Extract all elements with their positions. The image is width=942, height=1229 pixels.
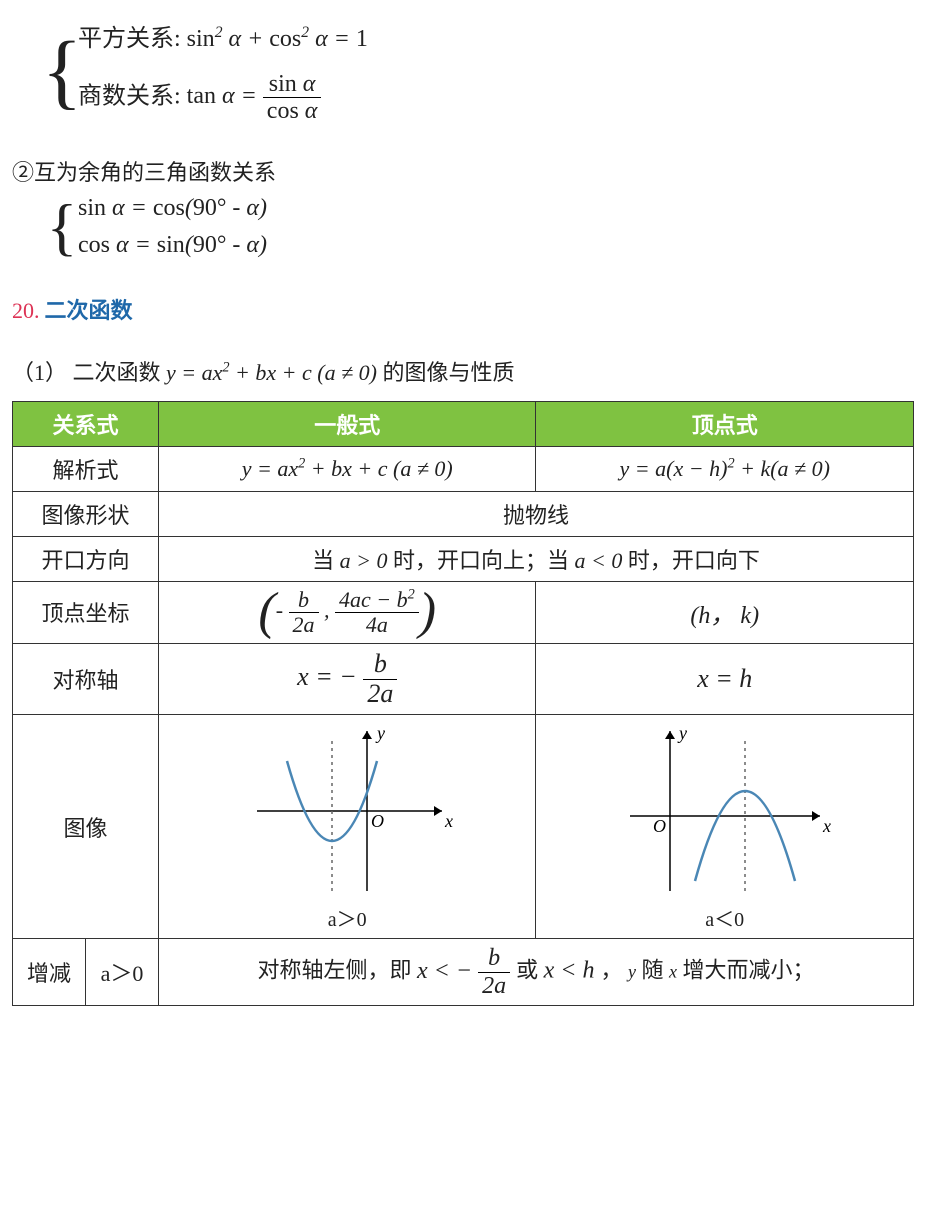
table-row: 对称轴 x = − b2a x = h — [13, 644, 914, 715]
axis-vertex: x = h — [697, 664, 752, 693]
identity-line-1: 平方关系: sin2 α + cos2 α = 1 — [78, 18, 368, 53]
svg-text:O: O — [653, 816, 666, 836]
parabola-up-icon: x y O — [237, 721, 457, 901]
svg-text:x: x — [444, 811, 453, 831]
complementary-line-2: cos α = sin(90° - α) — [78, 232, 267, 259]
table-row: 图像形状 抛物线 — [13, 491, 914, 536]
left-brace: { — [50, 18, 74, 125]
opening-direction: 当 a > 0 时，开口向上；当 a < 0 时，开口向下 — [159, 536, 914, 581]
svg-text:y: y — [375, 723, 385, 743]
quadratic-properties-table: 关系式 一般式 顶点式 解析式 y = ax2 + bx + c (a ≠ 0)… — [12, 401, 914, 1006]
monotonic-desc: 对称轴左侧，即 x < − b2a 或 x < h ， y 随 x 增大而减小； — [159, 939, 914, 1006]
subsection-1: （1） 二次函数 y = ax2 + bx + c (a ≠ 0) 的图像与性质 — [12, 355, 932, 387]
svg-text:y: y — [677, 723, 687, 743]
vertex-form: y = a(x − h)2 + k(a ≠ 0) — [620, 456, 830, 481]
complementary-heading: ②互为余角的三角函数关系 — [12, 155, 932, 187]
section-heading: 20. 二次函数 — [12, 293, 932, 325]
svg-text:O: O — [371, 811, 384, 831]
svg-text:x: x — [822, 816, 831, 836]
general-form: y = ax2 + bx + c (a ≠ 0) — [242, 456, 453, 481]
identity-block-2: { sin α = cos(90° - α) cos α = sin(90° -… — [50, 195, 932, 259]
table-row-graphs: 图像 x y O a＞0 — [13, 715, 914, 939]
graph-a-negative: x y O a＜0 — [536, 715, 914, 939]
identity-line-2: 商数关系: tan α = sin α cos α — [78, 71, 368, 125]
axis-general: x = − b2a — [159, 644, 536, 715]
table-header-row: 关系式 一般式 顶点式 — [13, 401, 914, 446]
identity-block-1: { 平方关系: sin2 α + cos2 α = 1 商数关系: tan α … — [50, 18, 932, 125]
table-row: 顶点坐标 ( - b2a , 4ac − b24a ) (h， k) — [13, 581, 914, 643]
complementary-line-1: sin α = cos(90° - α) — [78, 195, 267, 222]
table-row: 解析式 y = ax2 + bx + c (a ≠ 0) y = a(x − h… — [13, 446, 914, 491]
vertex-hk: (h， k) — [690, 603, 759, 629]
left-brace: { — [50, 195, 74, 259]
parabola-down-icon: x y O — [615, 721, 835, 901]
graph-a-positive: x y O a＞0 — [159, 715, 536, 939]
table-row-monotonic: 增减 a＞0 对称轴左侧，即 x < − b2a 或 x < h ， y 随 x… — [13, 939, 914, 1006]
vertex-general: ( - b2a , 4ac − b24a ) — [159, 581, 536, 643]
table-row: 开口方向 当 a > 0 时，开口向上；当 a < 0 时，开口向下 — [13, 536, 914, 581]
